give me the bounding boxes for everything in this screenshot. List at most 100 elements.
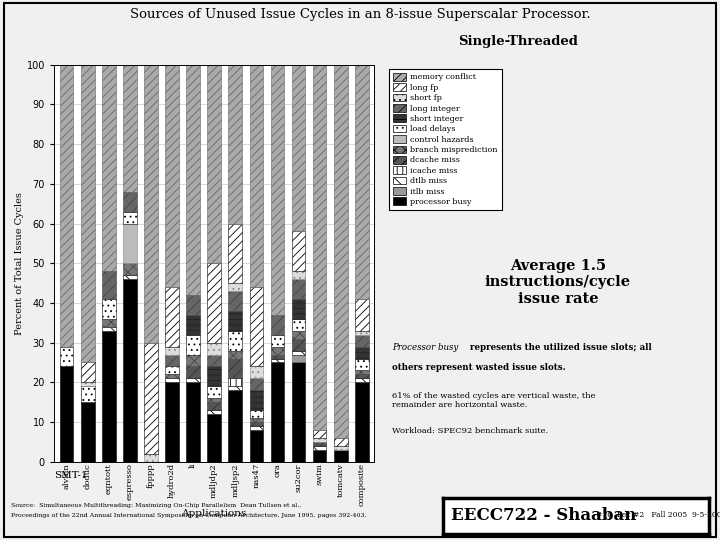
Bar	[228, 350, 242, 359]
Bar	[312, 446, 326, 450]
Bar	[123, 275, 137, 279]
Text: Proceedings of the 22nd Annual International Symposium on Computer Architecture,: Proceedings of the 22nd Annual Internati…	[11, 513, 366, 518]
Bar	[228, 386, 242, 390]
Bar	[165, 347, 179, 355]
Bar	[292, 279, 305, 299]
Text: Single-Threaded: Single-Threaded	[459, 35, 578, 48]
Bar	[292, 355, 305, 362]
Bar	[250, 430, 264, 462]
Bar	[271, 65, 284, 315]
Bar	[165, 374, 179, 379]
Bar	[165, 287, 179, 347]
Bar	[60, 65, 73, 347]
Bar	[186, 295, 200, 315]
Bar	[186, 379, 200, 382]
Bar	[250, 379, 264, 390]
Bar	[228, 311, 242, 330]
Bar	[334, 446, 348, 450]
Bar	[271, 335, 284, 347]
Bar	[312, 442, 326, 446]
Bar	[292, 232, 305, 271]
Bar	[186, 315, 200, 335]
Bar	[228, 224, 242, 283]
Bar	[102, 65, 116, 271]
Bar	[207, 65, 221, 263]
Bar	[271, 359, 284, 362]
Bar	[250, 390, 264, 410]
Bar	[207, 386, 221, 398]
Bar	[292, 350, 305, 355]
Bar	[355, 379, 369, 382]
Bar	[292, 319, 305, 330]
Text: 61% of the wasted cycles are vertical waste, the
remainder are horizontal waste.: 61% of the wasted cycles are vertical wa…	[392, 392, 596, 409]
Bar	[123, 279, 137, 462]
Bar	[292, 362, 305, 462]
Bar	[123, 224, 137, 263]
Bar	[271, 362, 284, 462]
Bar	[292, 339, 305, 350]
Bar	[292, 65, 305, 232]
Bar	[186, 335, 200, 355]
Text: SMT-1: SMT-1	[54, 471, 88, 480]
Bar	[144, 454, 158, 462]
Bar	[355, 347, 369, 359]
Bar	[355, 65, 369, 299]
Bar	[123, 263, 137, 275]
Bar	[355, 330, 369, 335]
Bar	[186, 367, 200, 379]
Bar	[250, 422, 264, 426]
Bar	[123, 212, 137, 224]
Bar	[102, 271, 116, 299]
Bar	[102, 330, 116, 462]
Bar	[355, 299, 369, 330]
Text: EECC722 - Shaaban: EECC722 - Shaaban	[451, 507, 636, 524]
Bar	[81, 362, 94, 382]
Bar	[271, 347, 284, 355]
Bar	[355, 370, 369, 374]
Bar	[60, 347, 73, 367]
Bar	[102, 299, 116, 319]
Bar	[207, 342, 221, 355]
Text: others represent wasted issue slots.: others represent wasted issue slots.	[392, 363, 566, 373]
Bar	[250, 367, 264, 379]
Bar	[312, 430, 326, 438]
Bar	[165, 382, 179, 462]
Bar	[228, 390, 242, 462]
Text: Source:  Simultaneous Multithreading: Maximizing On-Chip Parallelism  Dean Tulls: Source: Simultaneous Multithreading: Max…	[11, 503, 301, 508]
Bar	[250, 418, 264, 422]
Bar	[334, 450, 348, 462]
Text: Sources of Unused Issue Cycles in an 8-issue Superscalar Processor.: Sources of Unused Issue Cycles in an 8-i…	[130, 8, 590, 21]
Bar	[355, 374, 369, 379]
Bar	[165, 367, 179, 374]
Bar	[355, 335, 369, 347]
Bar	[271, 355, 284, 359]
Bar	[207, 355, 221, 367]
Legend: memory conflict, long fp, short fp, long integer, short integer, load delays, co: memory conflict, long fp, short fp, long…	[390, 69, 502, 210]
Bar	[250, 426, 264, 430]
Bar	[165, 379, 179, 382]
Bar	[207, 398, 221, 402]
Bar	[292, 299, 305, 319]
Text: Processor busy: Processor busy	[392, 343, 459, 352]
Bar	[60, 367, 73, 462]
Bar	[207, 414, 221, 462]
Bar	[207, 402, 221, 410]
Bar	[165, 65, 179, 287]
Bar	[123, 192, 137, 212]
Bar	[144, 65, 158, 342]
Bar	[334, 438, 348, 446]
Bar	[271, 315, 284, 335]
Bar	[334, 65, 348, 438]
Bar	[228, 359, 242, 379]
Bar	[123, 65, 137, 192]
Bar	[250, 287, 264, 367]
Bar	[228, 65, 242, 224]
Bar	[102, 327, 116, 330]
Bar	[81, 382, 94, 386]
Bar	[165, 355, 179, 367]
Bar	[250, 65, 264, 287]
Bar	[81, 386, 94, 402]
Bar	[186, 65, 200, 295]
Bar	[228, 283, 242, 291]
Text: Average 1.5
instructions/cycle
issue rate: Average 1.5 instructions/cycle issue rat…	[485, 259, 631, 306]
